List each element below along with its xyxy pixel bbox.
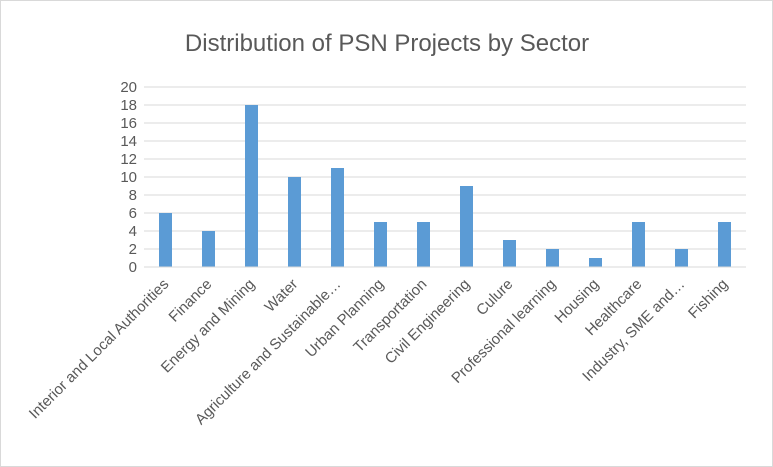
bar — [288, 177, 301, 267]
y-tick-label: 20 — [120, 79, 137, 96]
bar — [245, 105, 258, 267]
y-tick-label: 16 — [120, 115, 137, 132]
y-tick-label: 10 — [120, 169, 137, 186]
bar — [417, 222, 430, 267]
bar — [331, 168, 344, 267]
bar — [503, 240, 516, 267]
bar — [460, 186, 473, 267]
y-tick-label: 14 — [120, 133, 137, 150]
bars — [159, 105, 731, 267]
chart-title: Distribution of PSN Projects by Sector — [185, 30, 589, 57]
gridlines — [144, 86, 746, 250]
bar — [718, 222, 731, 267]
bar — [632, 222, 645, 267]
bar — [589, 258, 602, 267]
bar — [546, 249, 559, 267]
x-axis-tick-labels: Interior and Local AuthoritiesFinanceEne… — [26, 276, 731, 428]
y-tick-label: 4 — [129, 223, 137, 240]
y-tick-label: 18 — [120, 97, 137, 114]
bar — [374, 222, 387, 267]
y-tick-label: 8 — [129, 187, 137, 204]
x-tick-label: Water — [261, 276, 301, 316]
x-tick-label: Interior and Local Authorities — [26, 276, 172, 422]
bar — [159, 213, 172, 267]
y-tick-label: 12 — [120, 151, 137, 168]
y-tick-label: 6 — [129, 205, 137, 222]
y-tick-label: 0 — [129, 259, 137, 276]
x-tick-label: Fishing — [685, 276, 731, 322]
bar — [202, 231, 215, 267]
bar — [675, 249, 688, 267]
y-tick-label: 2 — [129, 241, 137, 258]
